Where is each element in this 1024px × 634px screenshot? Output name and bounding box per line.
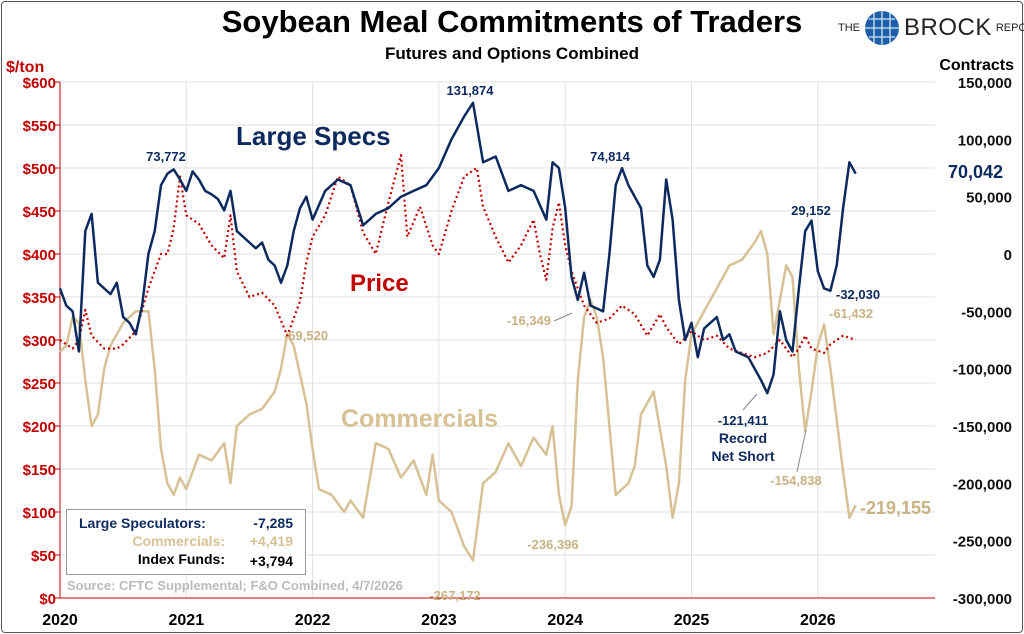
data-annotation: -219,155: [860, 498, 931, 518]
data-annotation: 29,152: [791, 203, 831, 218]
series-line-price: [59, 154, 857, 359]
data-annotation: Net Short: [712, 448, 775, 464]
left-axis-tick-label: $150: [23, 462, 56, 479]
x-axis-tick-label: 2020: [42, 612, 78, 629]
globe-icon: [865, 11, 899, 45]
data-annotation: 73,772: [146, 149, 186, 164]
net-change-box: Large Speculators: -7,285 Commercials: +…: [66, 509, 306, 575]
left-axis-tick-label: $0: [39, 591, 56, 608]
right-axis-tick-label: -200,000: [953, 476, 1012, 493]
data-annotation: Record: [719, 430, 767, 446]
data-annotation: -61,432: [829, 306, 873, 321]
right-axis-label: Contracts: [939, 57, 1014, 74]
large-specs-change-label: Large Speculators:: [79, 515, 206, 531]
logo-the: THE: [838, 22, 860, 34]
annotation-leader: [796, 429, 807, 473]
index-funds-change-label: Index Funds:: [137, 551, 225, 567]
series-label-commercials: Commercials: [341, 405, 498, 433]
logo-report: REPORT: [995, 22, 1024, 34]
data-annotation: -32,030: [836, 287, 880, 302]
left-axis-tick-label: $450: [23, 204, 56, 221]
x-axis-tick-label: 2023: [421, 612, 457, 629]
left-axis-tick-label: $300: [23, 333, 56, 350]
right-axis-tick-label: -300,000: [953, 591, 1012, 608]
x-axis-tick-label: 2021: [169, 612, 205, 629]
left-axis-tick-label: $250: [23, 376, 56, 393]
series-label-price: Price: [350, 270, 409, 297]
x-axis-tick-label: 2024: [547, 612, 583, 629]
x-axis-tick-label: 2022: [295, 612, 331, 629]
series-line-commercials: [59, 229, 857, 562]
large-specs-change-value: -7,285: [253, 515, 293, 531]
right-axis-tick-label: -150,000: [953, 419, 1012, 436]
right-axis-tick-label: -50,000: [961, 304, 1012, 321]
left-axis-tick-label: $500: [23, 161, 56, 178]
brock-report-logo: THE BROCK REPORT: [838, 10, 1024, 46]
chart-title: Soybean Meal Commitments of Traders: [221, 4, 803, 39]
left-axis-tick-label: $600: [23, 75, 56, 92]
logo-brand: BROCK: [904, 14, 992, 41]
data-annotation: -69,520: [284, 328, 328, 343]
data-annotation: -267,172: [429, 588, 480, 603]
x-axis-tick-label: 2026: [800, 612, 836, 629]
left-axis-tick-label: $100: [23, 505, 56, 522]
source-note: Source: CFTC Supplemental; F&O Combined,…: [67, 578, 403, 593]
left-axis-label: $/ton: [6, 59, 44, 76]
left-axis-tick-label: $50: [31, 548, 56, 565]
right-axis-tick-label: 150,000: [958, 75, 1012, 92]
chart-subtitle: Futures and Options Combined: [384, 44, 640, 63]
x-axis-tick-label: 2025: [674, 612, 710, 629]
data-annotation: 70,042: [948, 162, 1003, 182]
data-annotation: -236,396: [527, 537, 578, 552]
annotation-leader: [553, 312, 573, 322]
index-funds-change-value: +3,794: [249, 553, 293, 569]
right-axis-tick-label: 50,000: [966, 190, 1012, 207]
left-axis-tick-label: $400: [23, 247, 56, 264]
left-axis-tick-label: $550: [23, 118, 56, 135]
right-axis-tick-label: -100,000: [953, 362, 1012, 379]
annotation-leader: [742, 393, 758, 411]
series-line-large-specs: [58, 101, 857, 395]
data-annotation: -121,411: [718, 413, 769, 428]
right-axis-tick-label: -250,000: [953, 534, 1012, 551]
commercials-change-label: Commercials:: [132, 533, 225, 549]
commercials-change-value: +4,419: [249, 533, 293, 549]
data-annotation: 74,814: [590, 149, 631, 164]
left-axis-tick-label: $350: [23, 290, 56, 307]
data-annotation: -154,838: [770, 473, 821, 488]
series-label-large-specs: Large Specs: [236, 121, 391, 151]
right-axis-tick-label: 100,000: [958, 132, 1012, 149]
right-axis-tick-label: 0: [1004, 247, 1012, 264]
left-axis-tick-label: $200: [23, 419, 56, 436]
data-annotation: 131,874: [447, 83, 495, 98]
data-annotation: -16,349: [507, 313, 551, 328]
